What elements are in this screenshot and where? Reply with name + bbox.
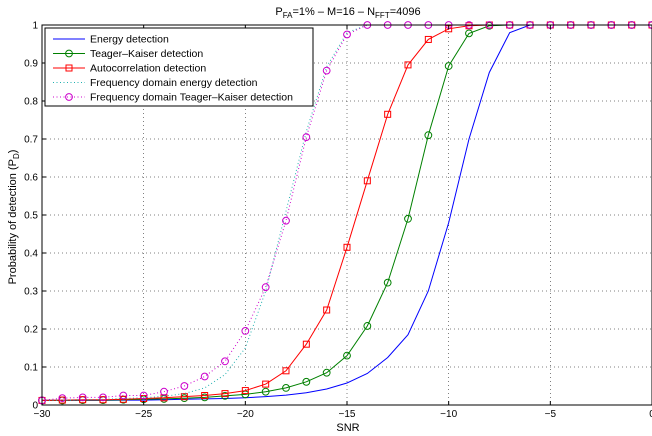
- data-point: [221, 357, 229, 366]
- data-point: [343, 243, 351, 251]
- data-point: [363, 177, 371, 185]
- y-axis-label: Probability of detection (PD): [7, 150, 21, 285]
- data-point: [180, 393, 188, 401]
- legend-label: Teager–Kaiser detection: [90, 48, 203, 60]
- series-line-4: [41, 24, 652, 401]
- data-point: [78, 393, 87, 402]
- legend-label: Frequency domain energy detection: [90, 77, 258, 89]
- data-point: [241, 387, 249, 395]
- y-tick-label: 0.5: [24, 211, 38, 222]
- legend-label: Frequency domain Teager–Kaiser detection: [90, 92, 293, 104]
- data-point: [383, 278, 392, 287]
- x-tick-label: −5: [545, 409, 557, 420]
- data-point: [282, 216, 290, 225]
- legend-marker: [65, 93, 73, 101]
- x-tick-label: 0: [649, 409, 652, 420]
- data-point: [119, 391, 128, 400]
- y-tick-label: 0.6: [24, 173, 38, 184]
- data-point: [261, 283, 270, 292]
- y-tick-label: 0: [32, 401, 38, 412]
- legend-marker: [65, 49, 73, 58]
- data-point: [282, 384, 290, 392]
- title-fa-sub: FA: [283, 11, 293, 20]
- data-point: [424, 35, 432, 43]
- ylabel-main: Probability of detection (P: [7, 159, 19, 284]
- data-point: [180, 382, 189, 390]
- y-tick-label: 0.2: [24, 325, 38, 336]
- title-fft-sub: FFT: [375, 11, 390, 20]
- y-tick-label: 0.3: [24, 287, 38, 298]
- x-tick-label: −15: [339, 409, 356, 420]
- axes: −30 −25 −20 −15 −10 −5 0 0 0.1 0.2 0.3 0.4 0.5 0.6 0.7…: [24, 21, 652, 420]
- title-end: =4096: [390, 6, 421, 18]
- data-point: [424, 131, 433, 140]
- legend: Energy detection Teager–Kaiser detection A…: [44, 27, 314, 107]
- data-point: [302, 340, 310, 348]
- data-point: [139, 391, 148, 400]
- data-point: [384, 110, 392, 118]
- data-point: [200, 372, 209, 381]
- data-point: [363, 322, 372, 330]
- legend-label: Autocorrelation detection: [90, 63, 206, 75]
- y-tick-label: 0.9: [24, 59, 38, 70]
- data-point: [99, 393, 107, 402]
- data-point: [322, 368, 331, 377]
- data-point: [302, 133, 311, 142]
- data-point: [119, 395, 127, 403]
- y-tick-label: 0.7: [24, 135, 38, 146]
- data-point: [160, 387, 168, 396]
- x-tick-label: −25: [135, 409, 152, 420]
- y-tick-label: 0.8: [24, 97, 38, 108]
- y-tick-label: 1: [32, 21, 38, 32]
- series-line-5: [41, 24, 652, 401]
- x-tick-label: −30: [34, 409, 51, 420]
- ylabel-sub: D: [12, 153, 21, 159]
- data-point: [221, 390, 229, 398]
- title-mid: =1% – M=16 – N: [292, 6, 375, 18]
- data-point: [58, 394, 67, 403]
- legend-marker: [65, 64, 73, 72]
- data-point: [444, 62, 453, 70]
- y-tick-label: 0.4: [24, 249, 38, 260]
- title-p: P: [275, 6, 282, 18]
- legend-label: Energy detection: [90, 34, 169, 46]
- data-point: [404, 214, 412, 223]
- data-point: [282, 367, 290, 375]
- data-point: [404, 61, 412, 69]
- data-point: [241, 327, 250, 335]
- chart-title: PFA=1% – M=16 – NFFT=4096: [275, 6, 420, 20]
- data-point: [343, 351, 351, 360]
- data-point: [465, 29, 473, 38]
- x-tick-label: −20: [237, 409, 254, 420]
- y-tick-label: 0.1: [24, 363, 38, 374]
- legend-box: [44, 27, 314, 107]
- data-point: [262, 380, 270, 388]
- data-point: [261, 387, 270, 396]
- data-point: [201, 392, 209, 399]
- data-point: [302, 377, 311, 386]
- x-axis-label: SNR: [336, 422, 359, 434]
- data-point: [322, 66, 331, 75]
- data-point: [343, 30, 351, 39]
- ylabel-close: ): [7, 150, 19, 154]
- data-point: [323, 306, 331, 314]
- x-tick-label: −10: [440, 409, 457, 420]
